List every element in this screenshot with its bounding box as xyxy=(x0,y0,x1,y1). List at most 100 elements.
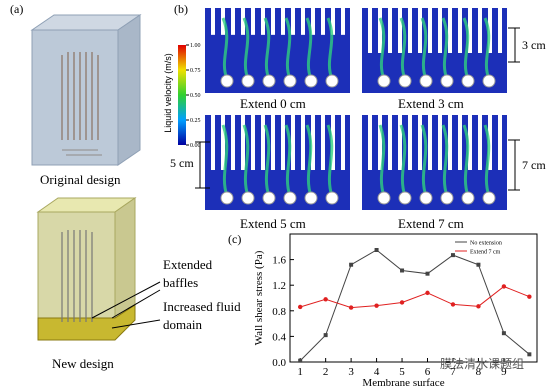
streak xyxy=(284,17,292,80)
baffle xyxy=(408,115,412,170)
baffle xyxy=(321,8,325,35)
streak xyxy=(441,124,449,197)
membrane xyxy=(283,74,297,88)
membrane xyxy=(377,74,391,88)
baffle xyxy=(281,8,285,35)
x-tick-label: 7 xyxy=(450,366,456,378)
baffle xyxy=(301,115,305,170)
baffle xyxy=(341,8,345,35)
data-point xyxy=(450,253,455,258)
baffle xyxy=(488,8,492,53)
streak xyxy=(483,17,491,80)
watermark: 膜法清水课题组 xyxy=(440,357,525,371)
streak xyxy=(263,124,271,197)
membrane xyxy=(440,74,454,88)
streak xyxy=(399,17,407,80)
membrane xyxy=(419,74,433,88)
panel-label: (a) xyxy=(10,2,24,16)
x-axis-label: Membrane surface xyxy=(362,377,444,389)
new-model xyxy=(36,197,161,341)
x-tick-label: 6 xyxy=(425,366,431,378)
panel-label: (b) xyxy=(174,2,188,16)
baffle xyxy=(388,8,392,53)
x-tick-label: 1 xyxy=(297,366,303,378)
baffle xyxy=(468,8,472,53)
x-tick-label: 2 xyxy=(323,366,329,378)
colorbar-tick-label: 0.50 xyxy=(190,93,201,99)
membrane xyxy=(241,191,255,205)
data-point xyxy=(298,358,303,363)
membrane xyxy=(419,191,433,205)
series-line xyxy=(300,285,530,309)
baffle xyxy=(281,115,285,170)
annotation: Increased fluid domain xyxy=(163,299,241,332)
annotation: Extended baffles xyxy=(163,257,213,290)
baffle xyxy=(311,8,315,35)
caption: Extend 7 cm xyxy=(398,216,464,231)
baffle xyxy=(378,115,382,170)
streak xyxy=(284,124,292,197)
membrane xyxy=(398,74,412,88)
baffle xyxy=(468,115,472,170)
baffle xyxy=(241,8,245,35)
baffle xyxy=(418,115,422,170)
membrane xyxy=(325,191,339,205)
membrane xyxy=(482,74,496,88)
baffle xyxy=(261,8,265,35)
legend-label: Extend 7 cm xyxy=(470,250,501,256)
baffle xyxy=(211,115,215,170)
y-tick-label: 0.4 xyxy=(272,331,286,343)
baffle xyxy=(321,115,325,170)
streak xyxy=(221,124,229,197)
baffle xyxy=(478,8,482,53)
baffle xyxy=(301,8,305,35)
baffle xyxy=(398,115,402,170)
caption: Original design xyxy=(40,172,121,187)
data-point xyxy=(425,290,430,296)
baffle xyxy=(398,8,402,53)
baffle xyxy=(478,115,482,170)
caption: Extend 5 cm xyxy=(240,216,306,231)
streak xyxy=(462,124,470,197)
streak xyxy=(263,17,271,80)
membrane xyxy=(461,74,475,88)
streak xyxy=(378,124,386,197)
streak xyxy=(420,124,428,197)
panel-label: (c) xyxy=(228,232,242,246)
membrane xyxy=(461,191,475,205)
baffle xyxy=(368,115,372,170)
streak xyxy=(420,17,428,80)
baffle xyxy=(388,115,392,170)
streak xyxy=(305,17,313,80)
baffle xyxy=(428,8,432,53)
baffle xyxy=(261,115,265,170)
baffle xyxy=(241,115,245,170)
streak xyxy=(305,124,313,197)
baffle xyxy=(231,115,235,170)
streak xyxy=(462,17,470,80)
baffle xyxy=(438,115,442,170)
caption: Extend 0 cm xyxy=(240,96,306,111)
data-point xyxy=(476,262,481,267)
data-point xyxy=(374,303,379,308)
baffle xyxy=(498,8,502,53)
streak xyxy=(326,17,334,80)
colorbar-tick-label: 1.00 xyxy=(190,43,201,49)
streak xyxy=(221,17,229,80)
baffle xyxy=(231,8,235,35)
data-point xyxy=(501,331,506,336)
membrane xyxy=(304,74,318,88)
membrane xyxy=(398,191,412,205)
baffle xyxy=(331,8,335,35)
membrane xyxy=(220,74,234,88)
baffle xyxy=(448,115,452,170)
data-point xyxy=(450,302,456,307)
legend-label: No extension xyxy=(470,241,502,247)
data-point xyxy=(349,262,354,267)
membrane xyxy=(220,191,234,205)
baffle xyxy=(458,115,462,170)
dimension-label: 5 cm xyxy=(170,156,194,170)
baffle xyxy=(211,8,215,35)
data-point xyxy=(501,284,507,289)
